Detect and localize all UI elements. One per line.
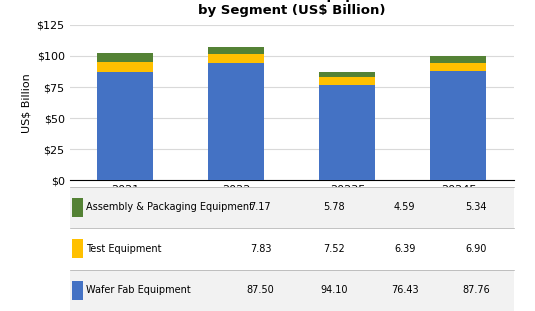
Text: 7.83: 7.83: [250, 244, 271, 254]
Bar: [70, 270, 514, 311]
Bar: [97, 53, 153, 62]
Text: 7.52: 7.52: [323, 244, 345, 254]
Bar: [72, 239, 83, 258]
Bar: [430, 71, 486, 180]
Text: 6.90: 6.90: [465, 244, 486, 254]
Text: 87.76: 87.76: [462, 285, 490, 295]
Bar: [430, 56, 486, 63]
Bar: [70, 228, 514, 270]
Bar: [208, 47, 264, 54]
Bar: [319, 85, 375, 180]
Bar: [97, 72, 153, 180]
Text: 94.10: 94.10: [320, 285, 348, 295]
Bar: [430, 63, 486, 71]
Text: 87.50: 87.50: [247, 285, 274, 295]
Bar: [70, 187, 514, 228]
Text: 4.59: 4.59: [394, 202, 416, 212]
Text: Wafer Fab Equipment: Wafer Fab Equipment: [87, 285, 191, 295]
Bar: [208, 63, 264, 180]
Text: 5.78: 5.78: [323, 202, 345, 212]
Bar: [319, 77, 375, 85]
Bar: [208, 54, 264, 63]
Y-axis label: US$ Billion: US$ Billion: [21, 73, 31, 132]
Bar: [72, 198, 83, 217]
Bar: [319, 72, 375, 77]
Text: 6.39: 6.39: [394, 244, 416, 254]
Text: 76.43: 76.43: [391, 285, 418, 295]
Bar: [72, 281, 83, 299]
Text: 7.17: 7.17: [250, 202, 271, 212]
Text: Test Equipment: Test Equipment: [87, 244, 162, 254]
Bar: [97, 62, 153, 72]
Title: SEMI 2023 Mid-Year Total Equipment Forecast
by Segment (US$ Billion): SEMI 2023 Mid-Year Total Equipment Forec…: [120, 0, 463, 17]
Text: Assembly & Packaging Equipment: Assembly & Packaging Equipment: [87, 202, 254, 212]
Text: 5.34: 5.34: [465, 202, 487, 212]
